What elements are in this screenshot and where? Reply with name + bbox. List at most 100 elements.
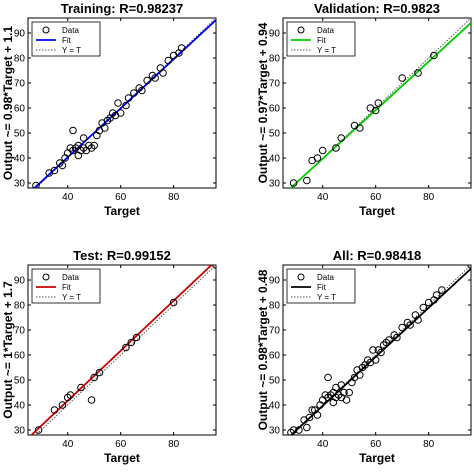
x-axis-label: Target [104, 451, 140, 465]
data-point [116, 109, 125, 117]
data-point [369, 346, 377, 354]
y-tick-label: 30 [14, 426, 26, 437]
data-point [371, 356, 380, 364]
data-point [313, 411, 322, 419]
data-point [90, 373, 98, 382]
x-tick-label: 60 [370, 439, 382, 450]
y-tick-label: 90 [269, 29, 281, 40]
data-point [289, 426, 298, 434]
data-point [164, 56, 173, 65]
data-point [379, 341, 388, 349]
data-point [177, 44, 186, 52]
y-tick-label: 40 [269, 154, 281, 165]
data-point [393, 333, 401, 342]
y-tick-label: 80 [14, 301, 26, 312]
data-point [122, 101, 130, 110]
data-point [58, 161, 67, 170]
data-point [303, 176, 311, 185]
data-point [308, 406, 316, 414]
fit-line [289, 22, 471, 188]
data-point [69, 146, 77, 155]
y-tick-label: 40 [14, 401, 26, 412]
y-tick-label: 60 [269, 351, 281, 362]
data-point [87, 396, 96, 404]
legend-label: Fit [62, 283, 72, 292]
legend-label: Y = T [317, 46, 336, 55]
data-point [332, 393, 340, 402]
legend-label: Fit [317, 283, 327, 292]
data-point [85, 141, 93, 150]
data-point [385, 336, 393, 344]
identity-line [35, 265, 216, 435]
panel-title: Validation: R=0.9823 [314, 1, 440, 16]
data-point [32, 181, 40, 188]
y-tick-label: 70 [14, 326, 26, 337]
data-point [124, 94, 133, 102]
data-point [127, 338, 136, 347]
panel-0: 40 60 80 30 40 50 60 70 80 90 Training: R=0.98237 T… [1, 1, 217, 218]
x-tick-label: 60 [115, 439, 127, 450]
y-tick-label: 70 [269, 79, 281, 90]
legend-label: Y = T [317, 293, 336, 302]
data-point [90, 141, 98, 150]
data-point [332, 144, 340, 152]
y-tick-label: 40 [14, 154, 26, 165]
data-point [340, 388, 348, 397]
legend-label: Fit [62, 36, 72, 45]
y-tick-label: 80 [269, 54, 281, 65]
data-point [403, 318, 412, 327]
data-point [363, 356, 372, 364]
data-point [34, 426, 43, 434]
data-point [50, 406, 59, 414]
data-point [398, 323, 406, 332]
data-point [374, 346, 383, 354]
y-tick-label: 90 [14, 29, 26, 40]
data-point [151, 74, 159, 82]
data-point [414, 69, 422, 77]
y-tick-label: 90 [14, 276, 26, 287]
data-point [77, 146, 85, 155]
data-point [406, 321, 414, 329]
x-axis-label: Target [359, 204, 395, 218]
panel-title: Training: R=0.98237 [61, 1, 183, 16]
data-point [66, 144, 75, 152]
data-point [289, 179, 298, 187]
y-axis-label: Output ~= 0.97*Target + 0.94 [256, 22, 270, 183]
x-tick-label: 80 [423, 192, 435, 203]
x-tick-label: 80 [423, 439, 435, 450]
data-point [321, 391, 330, 399]
data-point [382, 338, 391, 347]
data-point [108, 109, 117, 117]
data-point [377, 348, 385, 357]
data-point [390, 331, 399, 339]
legend-label: Data [62, 273, 79, 282]
data-point [58, 401, 67, 409]
data-point [77, 383, 85, 392]
data-point [159, 69, 167, 77]
y-tick-label: 40 [269, 401, 281, 412]
y-tick-label: 90 [269, 276, 281, 287]
data-point [132, 333, 141, 342]
data-point [313, 154, 322, 162]
data-point [337, 134, 346, 142]
panel-title: Test: R=0.99152 [73, 248, 171, 263]
data-point [430, 51, 438, 60]
legend-data-marker [42, 273, 50, 281]
data-point [345, 388, 353, 397]
plot-area [32, 18, 216, 188]
y-tick-label: 80 [269, 301, 281, 312]
data-point [63, 393, 72, 402]
data-point [324, 373, 332, 382]
plot-area [289, 18, 471, 188]
legend-label: Fit [317, 36, 327, 45]
legend-label: Y = T [62, 46, 81, 55]
x-tick-label: 40 [62, 439, 74, 450]
data-point [374, 99, 383, 107]
data-point [100, 124, 109, 132]
panel-2: 40 60 80 30 40 50 60 70 80 90 Test: R=0.99152 Targe… [1, 248, 217, 465]
data-point [95, 368, 104, 377]
y-tick-label: 30 [269, 179, 281, 190]
fit-line [30, 265, 213, 435]
